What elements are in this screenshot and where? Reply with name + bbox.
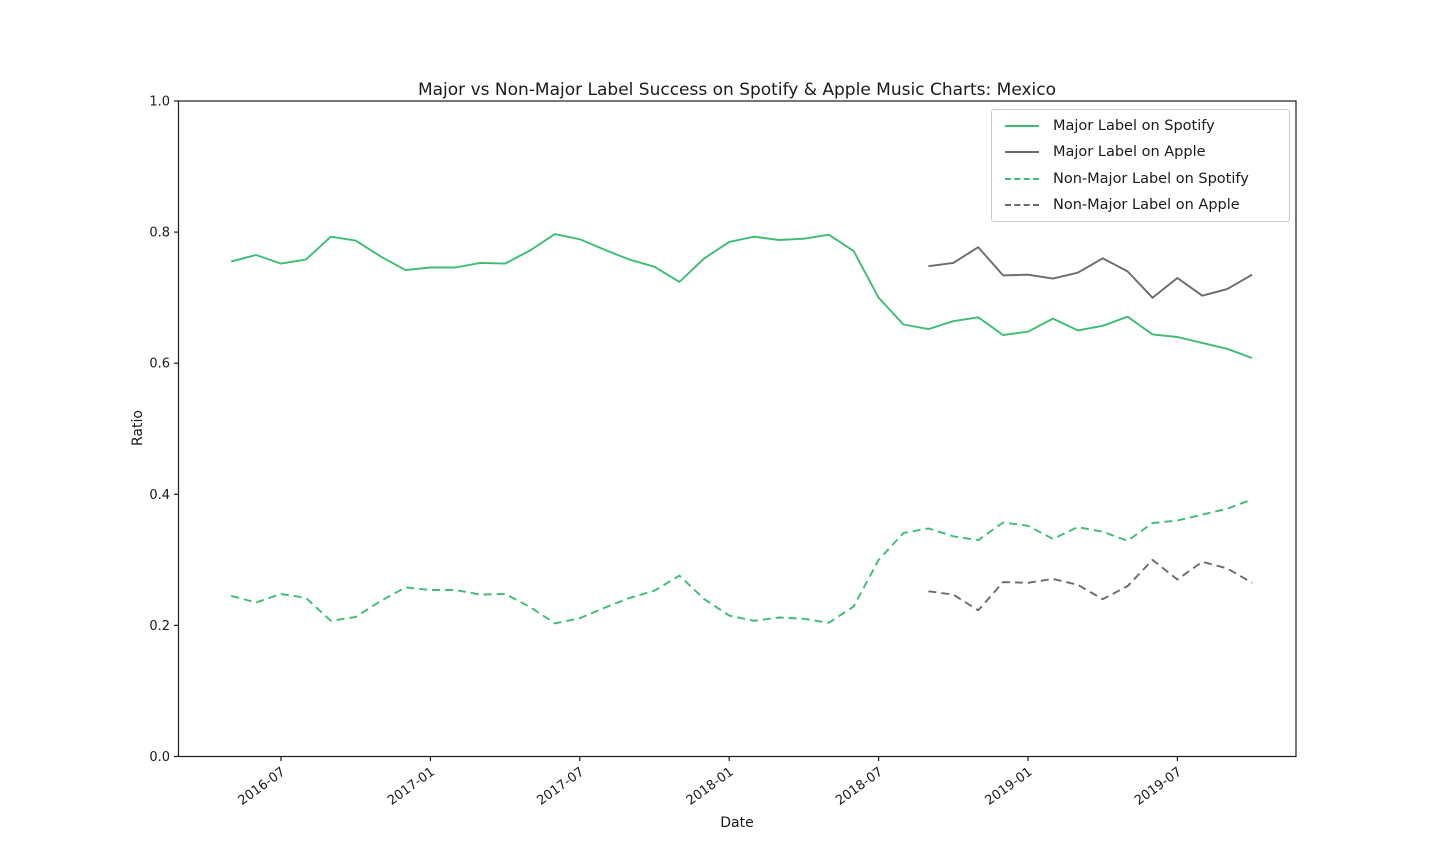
y-tick-label: 0.6 [149,357,170,372]
legend-label: Non-Major Label on Spotify [1053,170,1249,187]
series-line-0 [230,233,1253,359]
x-tick-label: 2018-01 [684,765,737,809]
legend-item-3: Non-Major Label on Apple [992,193,1289,218]
legend-label: Major Label on Spotify [1053,117,1215,134]
legend-item-0: Major Label on Spotify [992,113,1289,138]
y-tick-label: 0.8 [149,226,170,241]
legend-line-swatch [1005,204,1039,207]
y-axis-label: Ratio [130,410,146,446]
legend-label: Non-Major Label on Apple [1053,197,1240,214]
legend-item-1: Major Label on Apple [992,140,1289,165]
chart-title: Major vs Non-Major Label Success on Spot… [417,80,1057,100]
series-line-1 [928,246,1253,299]
legend-line-swatch [1005,124,1039,127]
plot-border [177,100,1297,758]
x-axis-label: Date [720,815,754,831]
legend-line-swatch [1005,151,1039,154]
series-line-3 [928,558,1253,612]
y-tick-label: 0.0 [149,750,170,765]
legend-label: Major Label on Apple [1053,144,1206,161]
y-tick-label: 1.0 [149,95,170,110]
y-tick-label: 0.2 [149,619,170,634]
x-tick-label: 2018-07 [833,765,886,809]
legend-line-swatch [1005,177,1039,180]
x-tick-label: 2017-07 [534,765,587,809]
x-tick-label: 2017-01 [385,765,438,809]
legend-item-2: Non-Major Label on Spotify [992,166,1289,191]
series-line-2 [230,498,1253,625]
x-tick-label: 2019-07 [1132,765,1185,809]
y-tick-label: 0.4 [149,488,170,503]
x-tick-label: 2019-01 [983,765,1036,809]
legend: Major Label on Spotify Major Label on App… [991,109,1290,222]
x-tick-label: 2016-07 [236,765,289,809]
